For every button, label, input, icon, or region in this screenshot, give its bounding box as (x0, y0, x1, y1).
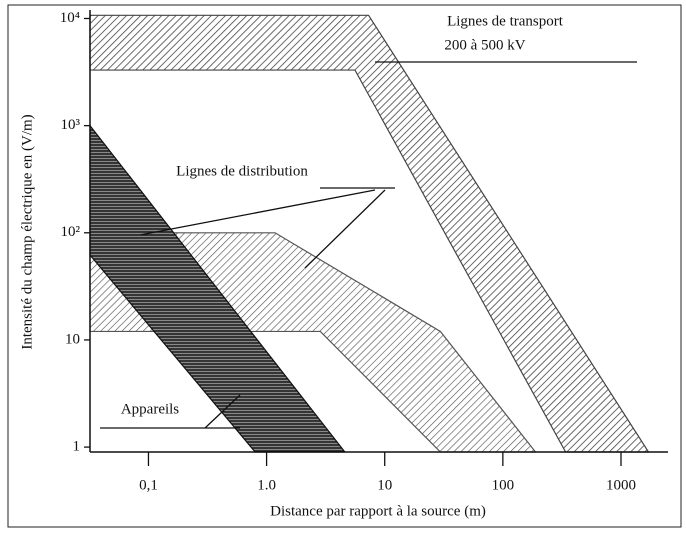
x-axis-label: Distance par rapport à la source (m) (270, 503, 486, 519)
x-tick-label: 0,1 (139, 477, 158, 493)
x-tick-label: 10 (377, 477, 392, 493)
leader (304, 189, 386, 269)
frame (7, 4, 682, 528)
y-tick-label: 10² (61, 224, 81, 240)
annotation: Lignes de transport (447, 13, 564, 29)
leader (139, 189, 376, 236)
x-tick-label: 1.0 (257, 477, 276, 493)
annotation: Lignes de distribution (176, 163, 308, 179)
y-tick-label: 10 (65, 331, 80, 347)
x-tick-label: 100 (492, 477, 515, 493)
annotation: 200 à 500 kV (444, 37, 525, 53)
y-axis-label: Intensité du champ électrique en (V/m) (19, 114, 35, 349)
leader (204, 394, 241, 429)
y-tick-label: 1 (73, 439, 81, 455)
y-tick-label: 10³ (61, 117, 81, 133)
label-bg (102, 398, 198, 422)
x-tick-label: 1000 (606, 477, 636, 493)
y-tick-label: 10⁴ (60, 10, 80, 26)
label-bg (140, 160, 345, 184)
label-bg (420, 8, 600, 60)
annotation: Appareils (121, 401, 179, 417)
